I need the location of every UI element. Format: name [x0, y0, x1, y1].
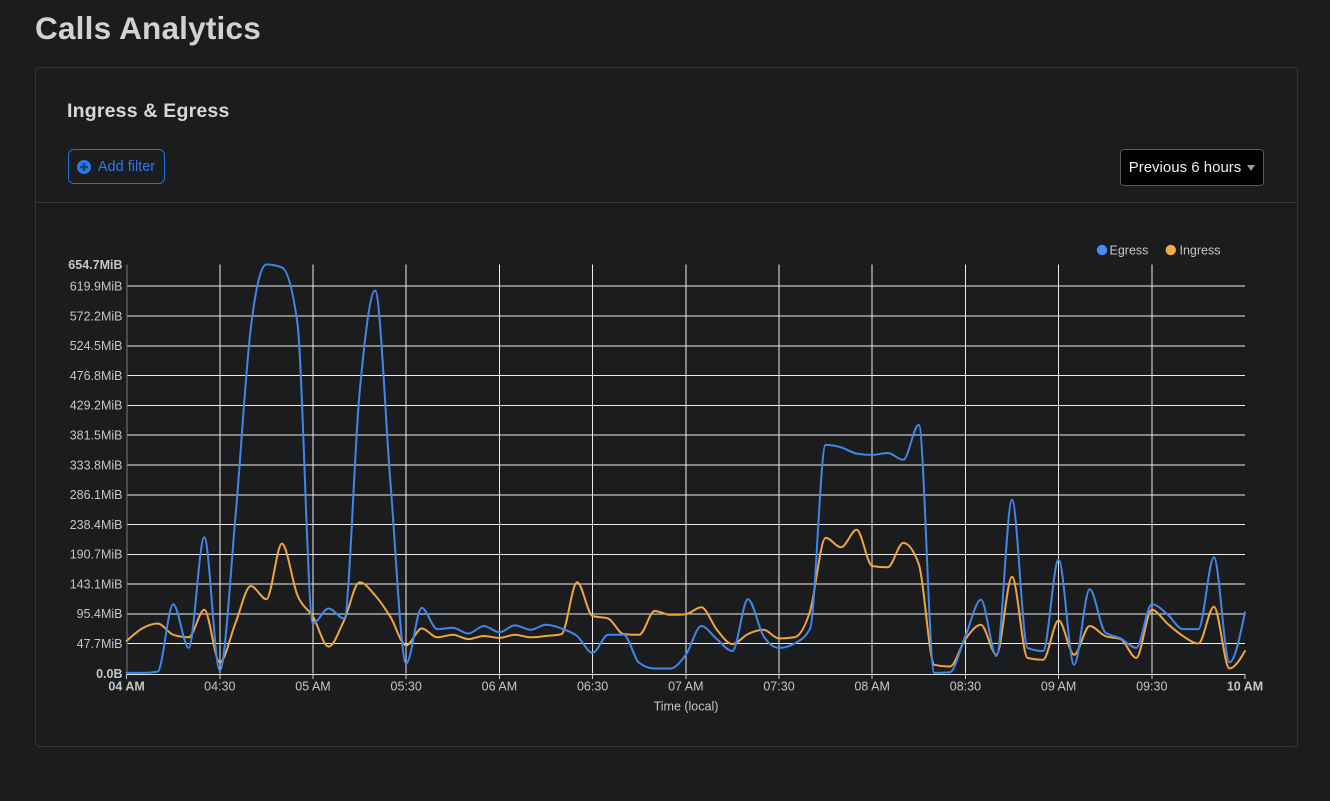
- svg-text:190.7MiB: 190.7MiB: [70, 548, 123, 562]
- svg-text:08:30: 08:30: [950, 680, 981, 694]
- svg-text:286.1MiB: 286.1MiB: [70, 488, 123, 502]
- svg-text:06:30: 06:30: [577, 680, 608, 694]
- svg-text:06 AM: 06 AM: [482, 680, 517, 694]
- svg-text:47.7MiB: 47.7MiB: [77, 637, 123, 651]
- svg-text:09:30: 09:30: [1136, 680, 1167, 694]
- svg-text:04 AM: 04 AM: [108, 680, 144, 694]
- svg-text:07:30: 07:30: [763, 680, 794, 694]
- svg-text:04:30: 04:30: [204, 680, 235, 694]
- svg-text:381.5MiB: 381.5MiB: [70, 429, 123, 443]
- svg-text:10 AM: 10 AM: [1227, 680, 1263, 694]
- svg-text:Ingress: Ingress: [1180, 244, 1221, 258]
- svg-text:07 AM: 07 AM: [668, 680, 703, 694]
- svg-text:09 AM: 09 AM: [1041, 680, 1076, 694]
- svg-text:143.1MiB: 143.1MiB: [70, 577, 123, 591]
- svg-text:476.8MiB: 476.8MiB: [70, 369, 123, 383]
- svg-text:0.0B: 0.0B: [96, 667, 122, 681]
- svg-text:Time (local): Time (local): [654, 700, 719, 714]
- svg-text:654.7MiB: 654.7MiB: [68, 258, 122, 272]
- svg-text:Egress: Egress: [1110, 244, 1149, 258]
- svg-text:619.9MiB: 619.9MiB: [70, 280, 123, 294]
- svg-text:333.8MiB: 333.8MiB: [70, 458, 123, 472]
- svg-text:95.4MiB: 95.4MiB: [77, 607, 123, 621]
- svg-text:524.5MiB: 524.5MiB: [70, 339, 123, 353]
- svg-text:572.2MiB: 572.2MiB: [70, 309, 123, 323]
- svg-text:08 AM: 08 AM: [854, 680, 889, 694]
- svg-text:238.4MiB: 238.4MiB: [70, 518, 123, 532]
- svg-text:05:30: 05:30: [391, 680, 422, 694]
- svg-text:429.2MiB: 429.2MiB: [70, 399, 123, 413]
- svg-text:05 AM: 05 AM: [295, 680, 330, 694]
